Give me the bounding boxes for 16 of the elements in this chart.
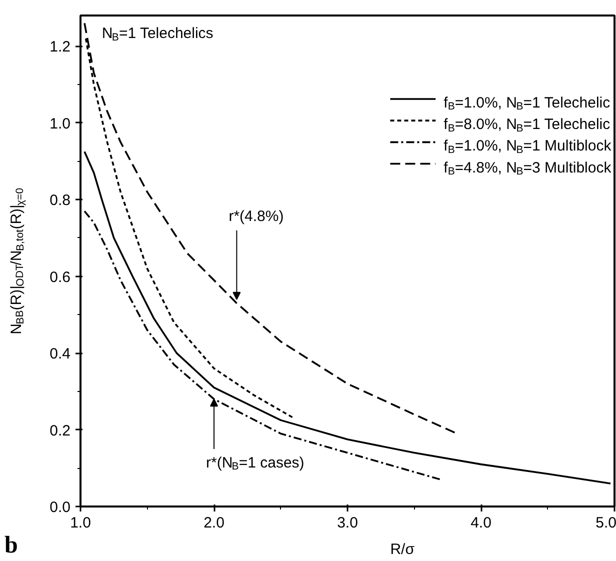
y-tick-label: 0.8 xyxy=(50,192,71,210)
y-tick-label: 1.2 xyxy=(50,38,71,56)
y-tick-label: 0.6 xyxy=(50,268,71,286)
y-tick-label: 0.4 xyxy=(50,346,71,363)
y-tick-label: 0.2 xyxy=(50,422,71,440)
x-tick-label: 2.0 xyxy=(204,514,224,532)
y-axis-title: NBB(R)|ODT/NB,tot(R)|χ=0 xyxy=(8,188,26,334)
x-tick-label: 5.0 xyxy=(596,514,616,532)
text: b xyxy=(4,532,18,558)
x-tick-label: 3.0 xyxy=(337,514,358,532)
x-tick-label: 4.0 xyxy=(470,514,492,532)
y-tick-label: 1.0 xyxy=(50,115,71,132)
x-axis-title: R/σ xyxy=(390,541,416,558)
x-tick-label: 1.0 xyxy=(70,514,91,532)
annotation: r*(4.8%) xyxy=(228,208,284,225)
y-tick-label: 0.0 xyxy=(50,499,71,516)
